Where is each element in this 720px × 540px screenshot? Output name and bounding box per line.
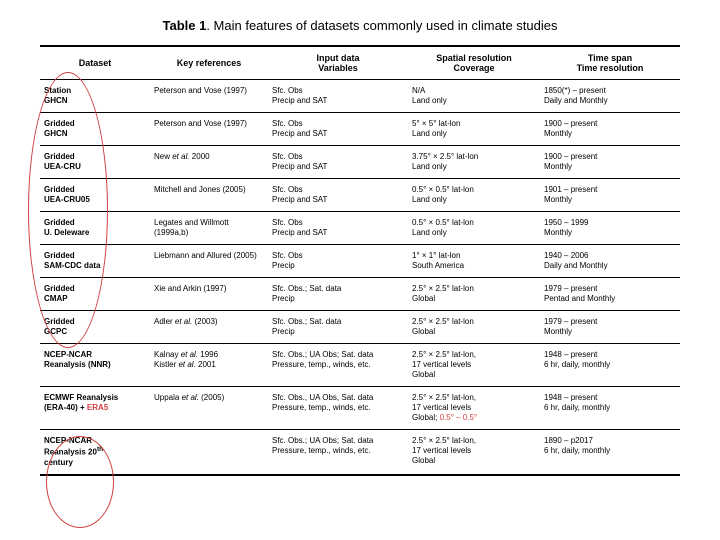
table-number: Table 1 (162, 18, 206, 33)
cell-dataset: StationGHCN (40, 80, 150, 113)
column-header: Spatial resolutionCoverage (408, 46, 540, 80)
cell-references: Mitchell and Jones (2005) (150, 179, 268, 212)
cell-dataset: GriddedCMAP (40, 278, 150, 311)
cell-references: Kalnay et al. 1996Kistler et al. 2001 (150, 344, 268, 387)
cell-timespan: 1948 – present6 hr, daily, monthly (540, 344, 680, 387)
cell-timespan: 1948 – present6 hr, daily, monthly (540, 387, 680, 430)
column-header: Input dataVariables (268, 46, 408, 80)
cell-dataset: GriddedU. Deleware (40, 212, 150, 245)
cell-timespan: 1979 – presentPentad and Monthly (540, 278, 680, 311)
cell-variables: Sfc. Obs.; UA Obs; Sat. dataPressure, te… (268, 344, 408, 387)
cell-spatial: 2.5° × 2.5° lat-lon,17 vertical levelsGl… (408, 387, 540, 430)
cell-references: Legates and Willmott (1999a,b) (150, 212, 268, 245)
column-header: Dataset (40, 46, 150, 80)
table-row: GriddedGCPCAdler et al. (2003)Sfc. Obs.;… (40, 311, 680, 344)
table-caption: Table 1. Main features of datasets commo… (0, 0, 720, 45)
cell-spatial: 0.5° × 0.5° lat-lonLand only (408, 179, 540, 212)
cell-dataset: NCEP-NCARReanalysis (NNR) (40, 344, 150, 387)
cell-timespan: 1850(*) – presentDaily and Monthly (540, 80, 680, 113)
table-row: NCEP-NCARReanalysis 20thcentury Sfc. Obs.… (40, 430, 680, 475)
cell-references: New et al. 2000 (150, 146, 268, 179)
cell-spatial: 0.5° × 0.5° lat-lonLand only (408, 212, 540, 245)
cell-dataset: GriddedSAM-CDC data (40, 245, 150, 278)
cell-timespan: 1901 – presentMonthly (540, 179, 680, 212)
cell-references: Uppala et al. (2005) (150, 387, 268, 430)
cell-variables: Sfc. Obs., UA Obs, Sat. dataPressure, te… (268, 387, 408, 430)
cell-spatial: 5° × 5° lat-lonLand only (408, 113, 540, 146)
table-row: ECMWF Reanalysis(ERA-40) + ERA5Uppala et… (40, 387, 680, 430)
datasets-table: DatasetKey referencesInput dataVariables… (40, 45, 680, 476)
cell-spatial: 2.5° × 2.5° lat-lon,17 vertical levelsGl… (408, 344, 540, 387)
cell-timespan: 1940 – 2006Daily and Monthly (540, 245, 680, 278)
cell-timespan: 1890 – p20176 hr, daily, monthly (540, 430, 680, 475)
table-title-text: . Main features of datasets commonly use… (206, 18, 557, 33)
cell-dataset: GriddedGHCN (40, 113, 150, 146)
table-row: GriddedSAM-CDC dataLiebmann and Allured … (40, 245, 680, 278)
cell-spatial: 1° × 1° lat-lonSouth America (408, 245, 540, 278)
cell-references: Peterson and Vose (1997) (150, 80, 268, 113)
cell-spatial: N/ALand only (408, 80, 540, 113)
cell-spatial: 2.5° × 2.5° lat-lon,17 vertical levelsGl… (408, 430, 540, 475)
table-row: GriddedUEA-CRU05Mitchell and Jones (2005… (40, 179, 680, 212)
cell-references: Liebmann and Allured (2005) (150, 245, 268, 278)
cell-variables: Sfc. Obs.; Sat. dataPrecip (268, 311, 408, 344)
cell-timespan: 1950 – 1999Monthly (540, 212, 680, 245)
table-header-row: DatasetKey referencesInput dataVariables… (40, 46, 680, 80)
cell-spatial: 2.5° × 2.5° lat-lonGlobal (408, 311, 540, 344)
table-row: GriddedU. DelewareLegates and Willmott (… (40, 212, 680, 245)
table-row: GriddedUEA-CRUNew et al. 2000Sfc. ObsPre… (40, 146, 680, 179)
cell-dataset: ECMWF Reanalysis(ERA-40) + ERA5 (40, 387, 150, 430)
cell-variables: Sfc. ObsPrecip (268, 245, 408, 278)
cell-variables: Sfc. ObsPrecip and SAT (268, 212, 408, 245)
cell-references: Xie and Arkin (1997) (150, 278, 268, 311)
cell-spatial: 3.75° × 2.5° lat-lonLand only (408, 146, 540, 179)
cell-timespan: 1979 – presentMonthly (540, 311, 680, 344)
table-row: NCEP-NCARReanalysis (NNR)Kalnay et al. 1… (40, 344, 680, 387)
column-header: Time spanTime resolution (540, 46, 680, 80)
cell-variables: Sfc. ObsPrecip and SAT (268, 113, 408, 146)
table-row: GriddedGHCNPeterson and Vose (1997)Sfc. … (40, 113, 680, 146)
cell-dataset: GriddedUEA-CRU05 (40, 179, 150, 212)
cell-variables: Sfc. Obs.; Sat. dataPrecip (268, 278, 408, 311)
cell-references (150, 430, 268, 475)
column-header: Key references (150, 46, 268, 80)
cell-variables: Sfc. ObsPrecip and SAT (268, 80, 408, 113)
cell-references: Peterson and Vose (1997) (150, 113, 268, 146)
cell-variables: Sfc. ObsPrecip and SAT (268, 179, 408, 212)
table-row: StationGHCNPeterson and Vose (1997)Sfc. … (40, 80, 680, 113)
cell-timespan: 1900 – presentMonthly (540, 113, 680, 146)
cell-dataset: NCEP-NCARReanalysis 20thcentury (40, 430, 150, 475)
cell-variables: Sfc. ObsPrecip and SAT (268, 146, 408, 179)
cell-timespan: 1900 – presentMonthly (540, 146, 680, 179)
table-row: GriddedCMAPXie and Arkin (1997)Sfc. Obs.… (40, 278, 680, 311)
cell-spatial: 2.5° × 2.5° lat-lonGlobal (408, 278, 540, 311)
cell-variables: Sfc. Obs.; UA Obs; Sat. dataPressure, te… (268, 430, 408, 475)
cell-dataset: GriddedGCPC (40, 311, 150, 344)
cell-dataset: GriddedUEA-CRU (40, 146, 150, 179)
cell-references: Adler et al. (2003) (150, 311, 268, 344)
